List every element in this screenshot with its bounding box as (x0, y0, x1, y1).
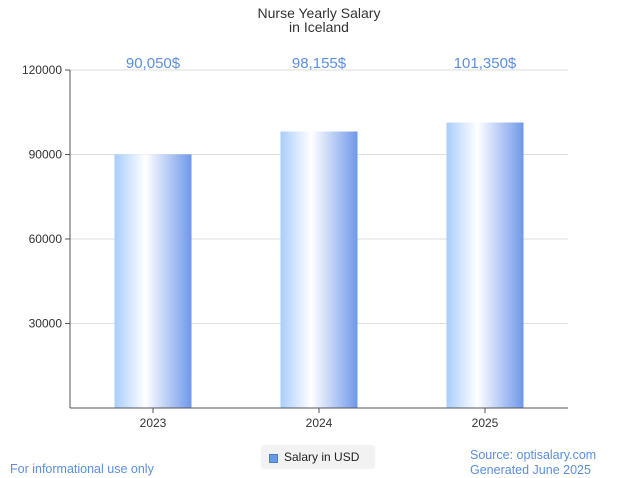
bar-2023 (114, 154, 192, 408)
y-tick-label: 90000 (29, 148, 63, 162)
y-tick-label: 30000 (29, 317, 63, 331)
bar-2025 (446, 122, 524, 409)
footer-source[interactable]: Source: optisalary.com (470, 448, 597, 462)
y-tick-label: 60000 (29, 232, 63, 246)
bar-2024 (280, 131, 358, 408)
legend[interactable]: Salary in USD (262, 446, 374, 468)
legend-swatch-icon (269, 454, 278, 463)
data-label: 90,050$ (126, 55, 181, 72)
legend-label: Salary in USD (284, 450, 360, 464)
chart-subtitle: in Iceland (289, 19, 349, 35)
x-tick-label: 2024 (306, 416, 333, 430)
data-label: 98,155$ (292, 55, 347, 72)
footer-generated: Generated June 2025 (470, 463, 591, 477)
footer-note: For informational use only (10, 462, 154, 476)
data-label: 101,350$ (454, 55, 517, 72)
x-tick-label: 2023 (140, 416, 167, 430)
x-tick-label: 2025 (472, 416, 499, 430)
chart-title: Nurse Yearly Salary (257, 5, 381, 21)
y-tick-label: 120000 (22, 63, 62, 77)
